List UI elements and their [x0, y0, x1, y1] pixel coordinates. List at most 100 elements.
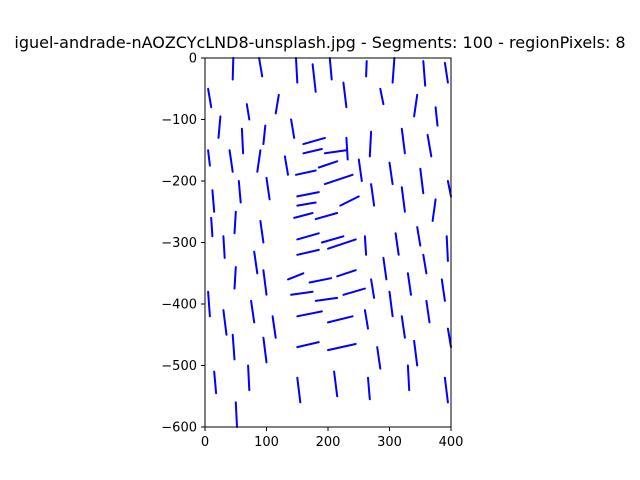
- chart-title: iguel-andrade-nAOZCYcLND8-unsplash.jpg -…: [14, 33, 625, 52]
- segment-line: [419, 167, 425, 195]
- segment-line: [256, 149, 262, 173]
- segment-line: [296, 310, 323, 318]
- segment-line: [382, 256, 388, 281]
- x-tick-label: 200: [316, 435, 341, 450]
- segment-line: [327, 343, 357, 352]
- segment-line: [440, 278, 446, 302]
- segment-line: [434, 106, 439, 127]
- axes: 0 100 200 300 400 0 −100 −200 −300 −400 −500 −600: [161, 52, 463, 451]
- segment-line: [210, 216, 214, 238]
- x-tick-label: 100: [254, 435, 279, 450]
- segment-line: [228, 149, 234, 173]
- segment-line: [388, 161, 394, 186]
- segment-line: [222, 235, 226, 259]
- segment-line: [333, 370, 339, 398]
- segment-line: [443, 376, 449, 404]
- segment-line: [311, 63, 317, 93]
- segment-line: [240, 127, 245, 155]
- segment-line: [231, 57, 235, 81]
- segment-line: [296, 376, 302, 404]
- segment-line: [222, 309, 228, 336]
- y-tick-label: −300: [161, 236, 197, 251]
- segment-line: [363, 235, 368, 256]
- segment-line: [394, 232, 400, 256]
- segment-line: [287, 272, 305, 281]
- segment-line: [296, 341, 320, 349]
- segment-line: [314, 296, 339, 302]
- segment-line: [370, 183, 376, 207]
- segment-line: [290, 118, 296, 139]
- segment-line: [207, 87, 213, 109]
- segment-line: [446, 180, 452, 198]
- segment-line: [253, 250, 259, 275]
- x-tick-label: 0: [201, 435, 209, 450]
- segment-line: [283, 155, 289, 176]
- segment-line: [342, 81, 348, 109]
- segment-line: [245, 103, 251, 121]
- segment-line: [233, 210, 237, 235]
- y-tick-label: −500: [161, 359, 197, 374]
- segment-line: [274, 93, 280, 115]
- segment-line: [370, 278, 376, 299]
- segment-line: [445, 235, 449, 262]
- segment-line: [295, 57, 299, 84]
- segment-line: [327, 315, 354, 324]
- segment-line: [425, 299, 431, 324]
- segment-line: [259, 220, 265, 244]
- segment-line: [320, 235, 345, 244]
- segment-line: [365, 60, 368, 78]
- x-tick-label: 300: [377, 435, 402, 450]
- x-axis: 0 100 200 300 400: [201, 427, 463, 450]
- segment-line: [323, 149, 348, 155]
- segment-line: [323, 173, 354, 186]
- segment-line: [367, 376, 371, 401]
- segment-line: [213, 370, 218, 395]
- y-tick-label: −100: [161, 113, 197, 128]
- segment-line: [217, 115, 222, 139]
- segment-line: [262, 269, 268, 296]
- segment-line: [314, 212, 339, 221]
- segment-line: [406, 364, 411, 392]
- segment-line: [426, 133, 433, 158]
- segment-line: [317, 160, 339, 169]
- segment-line: [262, 124, 267, 146]
- segment-line: [296, 232, 320, 241]
- segment-line: [296, 201, 317, 207]
- segment-line: [258, 57, 264, 78]
- segment-line: [302, 136, 326, 146]
- segment-line: [207, 149, 211, 167]
- segment-line: [265, 176, 271, 201]
- segment-line: [400, 315, 406, 339]
- segment-line: [233, 266, 237, 290]
- segment-line: [293, 212, 314, 219]
- segment-line: [443, 61, 449, 84]
- segment-line: [271, 315, 277, 339]
- segment-line: [379, 87, 385, 106]
- segment-line: [327, 238, 357, 250]
- segment-line: [290, 290, 314, 296]
- segment-line: [247, 364, 251, 392]
- segment-line: [357, 158, 363, 182]
- segment-line: [296, 191, 320, 198]
- segment-line: [400, 127, 406, 155]
- segment-line: [391, 57, 396, 84]
- segment-line: [296, 248, 320, 256]
- y-tick-label: 0: [189, 52, 197, 67]
- segment-line: [262, 336, 268, 364]
- segment-line: [234, 401, 238, 428]
- segment-line: [446, 327, 452, 349]
- y-tick-label: −600: [161, 421, 197, 436]
- segment-line: [336, 269, 357, 278]
- y-tick-label: −400: [161, 298, 197, 313]
- segment-line: [328, 57, 333, 81]
- segment-line: [388, 290, 394, 318]
- segment-line: [250, 299, 256, 324]
- segment-line: [416, 226, 422, 247]
- segment-line: [231, 333, 236, 361]
- segment-line: [237, 180, 242, 204]
- segment-line: [422, 60, 427, 87]
- segment-line: [211, 189, 216, 213]
- segment-line: [295, 169, 317, 176]
- segment-line: [406, 272, 412, 296]
